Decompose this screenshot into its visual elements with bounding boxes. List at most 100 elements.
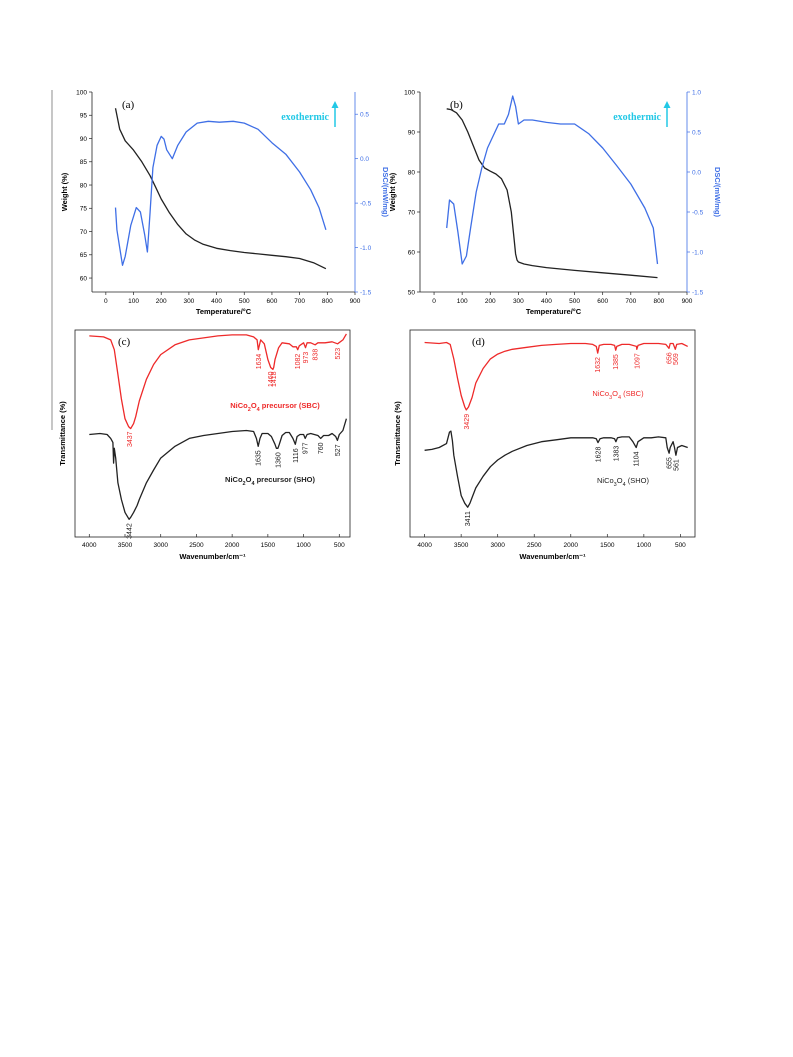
x-tick-label: 1000 <box>296 542 311 549</box>
x-tick-label: 2500 <box>189 542 204 549</box>
spectrum-line <box>424 430 688 508</box>
peak-label: 523 <box>335 348 342 360</box>
exothermic-label: exothermic <box>613 112 661 123</box>
peak-label: 1385 <box>613 354 620 370</box>
y-tick-label: 60 <box>408 249 416 256</box>
x-tick-label: 2500 <box>527 542 542 549</box>
subscript: 2 <box>248 407 251 413</box>
exothermic-label: exothermic <box>281 112 329 123</box>
y2-axis-title: DSC/(mW/mg) <box>381 167 390 217</box>
y-tick-label: 90 <box>408 129 416 136</box>
peak-label: 561 <box>673 459 680 471</box>
x-tick-label: 0 <box>104 298 108 305</box>
legend-text: (SHO) <box>626 476 650 485</box>
legend-text: precursor (SBC) <box>260 401 321 410</box>
x-tick-label: 300 <box>513 298 524 305</box>
panel-c: 4000 3500 3000 2500 2000 1500 1000 500 3437 1634 1… <box>58 329 351 561</box>
series-legend-label: NiCo3O4 (SHO) <box>597 476 649 488</box>
weight-series-line <box>446 108 658 279</box>
series-legend-label: NiCo3O4 (SBC) <box>592 389 644 401</box>
x-tick-label: 100 <box>457 298 468 305</box>
exothermic-arrowhead <box>331 101 339 108</box>
y2-tick-label: -0.5 <box>360 200 372 207</box>
peak-label: 1116 <box>293 448 300 463</box>
spectrum-line <box>89 418 348 520</box>
legend-text: precursor (SHO) <box>255 475 316 484</box>
peak-label: 760 <box>318 442 325 454</box>
x-tick-label: 700 <box>294 298 305 305</box>
x-tick-label: 2000 <box>564 542 579 549</box>
panel-b: 0 100 200 300 400 500 600 700 800 900 50 60 70 80 90 10… <box>388 89 722 316</box>
x-tick-label: 600 <box>597 298 608 305</box>
y-tick-label: 65 <box>80 252 88 259</box>
x-axis-title: Wavenumber/cm⁻¹ <box>179 552 246 561</box>
x-tick-label: 400 <box>541 298 552 305</box>
x-tick-label: 2000 <box>225 542 240 549</box>
y-axis-title: Weight (%) <box>60 172 69 211</box>
x-tick-label: 500 <box>334 542 345 549</box>
y2-tick-label: 0.5 <box>360 112 369 119</box>
plot-frame <box>409 329 696 538</box>
y-axis-title: Transmittance (%) <box>58 401 67 466</box>
subscript: 4 <box>623 482 626 488</box>
x-tick-label: 800 <box>322 298 333 305</box>
legend-text: NiCo <box>225 475 243 484</box>
y-tick-label: 90 <box>80 136 88 143</box>
y2-tick-label: -1.0 <box>692 249 704 256</box>
x-tick-label: 200 <box>485 298 496 305</box>
legend-text: O <box>617 476 623 485</box>
x-axis-title: Temperature/°C <box>196 307 252 316</box>
legend-text: NiCo <box>592 389 609 398</box>
panel-d: 4000 3500 3000 2500 2000 1500 1000 500 3429 1632 1… <box>393 329 696 561</box>
x-tick-label: 400 <box>211 298 222 305</box>
peak-label: 3442 <box>127 523 134 539</box>
y-tick-label: 85 <box>80 159 88 166</box>
legend-text: O <box>612 389 618 398</box>
y2-tick-label: -1.5 <box>692 289 704 296</box>
x-tick-label: 3500 <box>118 542 133 549</box>
y2-tick-label: -1.0 <box>360 245 372 252</box>
x-tick-label: 100 <box>128 298 139 305</box>
subscript: 4 <box>251 481 255 487</box>
y2-tick-label: 0.5 <box>692 129 701 136</box>
y-tick-label: 50 <box>408 289 416 296</box>
legend-text: NiCo <box>597 476 614 485</box>
dsc-series-line <box>114 120 327 266</box>
peak-label: 3411 <box>465 511 472 526</box>
peak-label: 973 <box>303 352 310 364</box>
x-tick-label: 4000 <box>82 542 97 549</box>
panel-label: (c) <box>118 336 131 348</box>
panel-label: (d) <box>472 336 485 348</box>
peak-label: 1104 <box>634 451 641 466</box>
subscript: 2 <box>243 481 246 487</box>
x-tick-label: 700 <box>625 298 636 305</box>
x-tick-label: 0 <box>432 298 436 305</box>
x-tick-label: 800 <box>653 298 664 305</box>
spectrum-line <box>89 333 347 430</box>
y-tick-label: 80 <box>80 182 88 189</box>
y-tick-label: 95 <box>80 113 88 120</box>
x-axis-title: Wavenumber/cm⁻¹ <box>519 552 586 561</box>
subscript: 3 <box>614 482 617 488</box>
x-tick-label: 600 <box>267 298 278 305</box>
peak-label: 1383 <box>613 446 620 462</box>
spectrum-line <box>424 341 688 411</box>
exothermic-arrowhead <box>663 101 671 108</box>
peak-label: 838 <box>313 349 320 361</box>
panel-label: (b) <box>450 99 463 111</box>
peak-label: 527 <box>335 444 342 456</box>
y2-tick-label: 1.0 <box>692 89 701 96</box>
subscript: 3 <box>609 395 612 401</box>
x-tick-label: 500 <box>675 542 686 549</box>
y-tick-label: 80 <box>408 169 416 176</box>
x-tick-label: 3500 <box>454 542 469 549</box>
peak-label: 1418 <box>271 371 278 387</box>
y-axis-title: Transmittance (%) <box>393 401 402 466</box>
peak-label: 1360 <box>275 452 282 468</box>
y2-tick-label: -1.5 <box>360 289 372 296</box>
x-tick-label: 1500 <box>261 542 276 549</box>
panel-label: (a) <box>122 99 135 111</box>
x-tick-label: 300 <box>183 298 194 305</box>
peak-label: 1628 <box>595 447 602 463</box>
